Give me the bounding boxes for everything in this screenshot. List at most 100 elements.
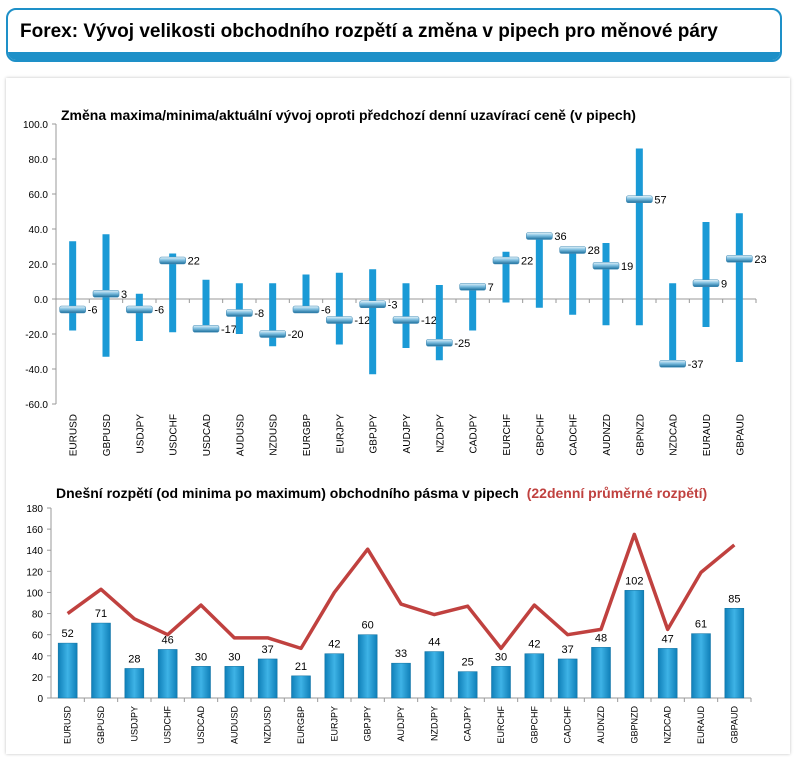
category-label: USDCHF [163,705,173,743]
spread-value-label: 52 [62,628,74,640]
spread-bar [491,666,511,699]
spread-value-label: 44 [428,637,440,649]
current-marker [226,309,253,317]
y-tick-label: -40.0 [25,365,48,376]
y-tick-label: 140 [26,546,43,557]
range-bar [402,283,410,348]
spread-value-label: 46 [162,634,174,646]
current-value-label: -17 [221,324,237,336]
category-label: AUDNZD [602,414,613,456]
current-value-label: -37 [688,359,704,371]
range-chart: Změna maxima/minima/aktuální vývoj oprot… [23,107,767,457]
y-tick-label: -60.0 [25,400,48,411]
category-label: EURGBP [302,414,313,457]
current-marker [426,338,453,347]
category-label: USDJPY [135,414,146,454]
category-label: GBPAUD [735,414,746,456]
range-bar [69,241,77,331]
category-label: NZDUSD [269,414,280,456]
spread-bar [324,653,345,699]
range-bar [569,246,577,315]
current-value-label: -6 [88,305,98,317]
y-tick-label: 160 [26,525,43,536]
category-label: EURJPY [329,706,339,742]
range-bar [335,272,343,345]
category-label: USDCAD [196,706,206,745]
spread-bar [257,658,278,699]
category-label: AUDJPY [396,706,406,742]
category-label: CADJPY [469,414,480,454]
spread-bar [591,647,611,699]
current-marker [292,305,320,314]
spread-value-label: 85 [728,593,740,605]
category-label: AUDUSD [229,706,239,745]
current-marker [359,300,386,309]
spread-value-label: 33 [395,648,407,660]
category-label: AUDNZD [596,706,606,744]
spread-bar [224,666,245,699]
current-marker [126,305,153,314]
header-box: Forex: Vývoj velikosti obchodního rozpět… [6,8,782,62]
current-value-label: 23 [754,254,766,266]
spread-bar [424,651,445,699]
category-label: GBPJPY [363,706,373,742]
range-bar [269,283,277,347]
category-label: USDJPY [129,706,139,742]
y-tick-label: 120 [26,567,43,578]
range-bar [669,283,677,364]
category-label: GBPUSD [102,414,113,456]
current-marker [259,330,286,338]
spread-value-label: 30 [195,651,207,663]
current-value-label: -8 [254,308,264,320]
spread-bar [391,662,411,699]
current-marker [59,305,86,314]
spread-bar [524,653,545,699]
current-value-label: -20 [288,329,304,341]
current-value-label: -12 [421,315,437,327]
spread-value-label: 28 [128,653,140,665]
spread-bar [624,590,645,699]
current-value-label: -3 [388,299,398,311]
spread-bar [691,633,711,699]
spread-value-label: 60 [362,620,374,632]
spread-bar [724,608,745,699]
range-bar [635,148,643,326]
current-marker [192,324,220,333]
current-marker [626,195,653,204]
current-marker [159,256,186,265]
y-tick-label: 40 [32,652,44,663]
range-bar [135,293,143,341]
current-value-label: 22 [521,256,533,268]
current-marker [459,282,486,291]
category-label: EURCHF [496,705,506,743]
category-label: NZDCAD [663,706,673,744]
current-marker [92,289,120,298]
spread-value-label: 21 [295,661,307,673]
spread-value-label: 47 [662,633,674,645]
spread-bar [91,622,111,699]
spread-bar [124,668,145,699]
spread-bar [57,642,78,699]
spread-value-label: 30 [495,651,507,663]
y-tick-label: 180 [26,504,43,515]
spread-value-label: 30 [228,651,240,663]
range-bar [235,283,243,334]
category-label: NZDJPY [429,706,439,741]
current-value-label: 7 [488,282,494,294]
spread-value-label: 71 [95,608,107,620]
category-label: NZDJPY [435,414,446,453]
category-label: GBPNZD [635,414,646,456]
spread-bar [191,666,211,699]
current-value-label: -6 [321,305,331,317]
current-value-label: -25 [454,338,470,350]
range-bar [702,222,710,327]
category-label: GBPJPY [369,414,380,454]
range-bar [169,253,177,333]
spread-chart-title-highlight: (22denní průměrné rozpětí) [527,485,707,501]
current-value-label: 22 [188,256,200,268]
current-value-label: 19 [621,261,633,273]
category-label: EURAUD [702,414,713,456]
category-label: NZDCAD [669,414,680,456]
category-label: USDCAD [202,414,213,456]
header-underline-bar [8,52,780,60]
